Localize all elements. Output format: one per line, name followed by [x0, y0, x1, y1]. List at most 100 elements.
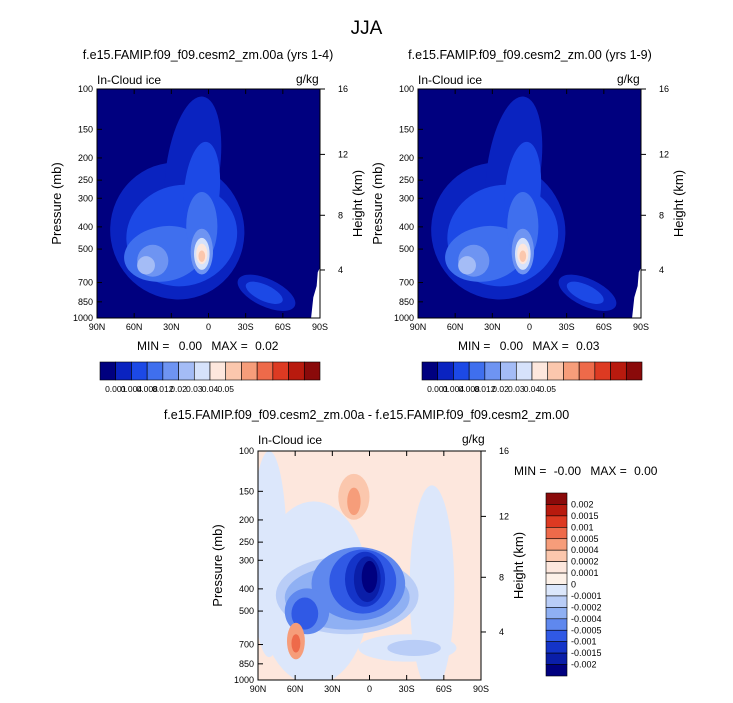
panel3-left-string: In-Cloud ice: [258, 433, 323, 447]
panel2-colorbar-box: [547, 361, 564, 381]
panel2-colorbar-box: [437, 361, 454, 381]
panel3-colorbar-label: -0.0002: [571, 602, 602, 612]
panel3-colorbar-box: [545, 607, 568, 620]
panel1-colorbar-box: [115, 361, 132, 381]
panel1-xtick-label: 60N: [126, 322, 143, 332]
panel1-colorbar-box: [162, 361, 179, 381]
panel3-contour-fill-13: [387, 639, 441, 656]
panel3-colorbar-box: [545, 584, 568, 597]
panel1-ytick-label: 100: [78, 84, 93, 94]
panel2-y2tick-label: 8: [659, 210, 664, 220]
panel1-minmax: MIN = 0.00 MAX = 0.02: [137, 339, 278, 353]
panel3-colorbar-label: -0.0004: [571, 614, 602, 624]
panel3-contour-fill-8: [291, 597, 319, 630]
panel2-colorbar-label: 0.004: [443, 384, 465, 394]
panel2-colorbar-box: [563, 361, 580, 381]
panel3-max-value: 0.00: [634, 464, 658, 478]
panel1-ytick-label: 300: [78, 193, 93, 203]
panel3-contour-fill-15: [347, 487, 361, 516]
panel3-colorbar-label: 0: [571, 580, 576, 590]
panel3-y2tick-label: 8: [499, 572, 504, 582]
panel1-colorbar-label: 0.03: [186, 384, 203, 394]
panel2-contour-fill-8: [458, 256, 476, 275]
panel3-colorbar-label: 0.0005: [571, 534, 599, 544]
panel3-units: g/kg: [462, 432, 485, 446]
panel1-ytick-label: 250: [78, 175, 93, 185]
panel2-xtick-label: 30S: [559, 322, 575, 332]
panel1-ytick-label: 850: [78, 297, 93, 307]
panel1-colorbar-label: 0.004: [121, 384, 143, 394]
panel3-xtick-label: 60N: [287, 684, 304, 694]
panel1-ytick-label: 700: [78, 278, 93, 288]
panel2-ylabel: Pressure (mb): [370, 162, 385, 244]
panel3-ytick-label: 150: [239, 486, 254, 496]
panel1-plot: 90N 60N 30N 0 30S 60S 90S 100 150 200 250 300 400 500…: [49, 84, 365, 332]
panel3-colorbar-label: 0.0002: [571, 557, 599, 567]
panel3-contour-fill-11: [361, 560, 378, 593]
panel2-ytick-label: 250: [399, 175, 414, 185]
page-title: JJA: [350, 18, 383, 39]
panel3-contour-fill-2: [258, 451, 287, 658]
panel3-y2label: Height (km): [511, 532, 526, 599]
panel2-minmax: MIN = 0.00 MAX = 0.03: [458, 339, 599, 353]
panel1-ylabel: Pressure (mb): [49, 162, 64, 244]
panel3-colorbar-label: -0.001: [571, 637, 597, 647]
panel3-xtick-label: 30N: [324, 684, 341, 694]
panel1-contour-fill-13: [245, 281, 283, 304]
panel3-colorbar-box: [545, 561, 568, 574]
panel3-minmax: MIN = -0.00 MAX = 0.00: [514, 464, 657, 478]
panel3-colorbar-box: [545, 492, 568, 505]
panel2-colorbar-box: [625, 361, 643, 381]
panel1-colorbar-box: [146, 361, 164, 381]
panel2-colorbar-label: 0.02: [492, 384, 509, 394]
panel3-colorbar-box: [545, 538, 568, 551]
panel2-y2tick-label: 12: [659, 149, 669, 159]
panel1-colorbar-box: [193, 361, 211, 381]
panel1-colorbar-label: 0.008: [137, 384, 159, 394]
panel3-xtick-label: 30S: [399, 684, 415, 694]
panel2-ytick-label: 700: [399, 278, 414, 288]
panel3-ytick-label: 200: [239, 515, 254, 525]
panel2-left-string: In-Cloud ice: [418, 73, 483, 87]
panel3-ytick-label: 100: [239, 446, 254, 456]
panel1-max-value: 0.02: [255, 339, 279, 353]
panel3-colorbar-box: [545, 652, 568, 665]
panel3-colorbar-label: -0.0001: [571, 591, 602, 601]
panel3-colorbar-box: [545, 595, 568, 608]
panel3-ytick-label: 400: [239, 584, 254, 594]
panel2-colorbar-label: 0.008: [459, 384, 481, 394]
panel2-ytick-label: 300: [399, 193, 414, 203]
panel3-colorbar-label: 0.0001: [571, 568, 599, 578]
panel2-colorbar-label: 0.012: [474, 384, 496, 394]
panel2-colorbar-box: [578, 361, 596, 381]
panel2-ytick-label: 500: [399, 244, 414, 254]
panel2-contour-fill-13: [566, 281, 604, 304]
panel2-ytick-label: 150: [399, 124, 414, 134]
panel3-colorbar-label: 0.001: [571, 522, 594, 532]
panel2-xtick-label: 90S: [633, 322, 649, 332]
panel3-colorbar-label: 0.0015: [571, 511, 599, 521]
panel3-title: f.e15.FAMIP.f09_f09.cesm2_zm.00a - f.e15…: [163, 408, 570, 422]
panel1-contour-fill-8: [137, 256, 155, 275]
panel3-colorbar-box: [545, 572, 568, 585]
panel1-min-value: 0.00: [178, 339, 203, 353]
panel3-colorbar-box: [545, 549, 568, 562]
panel2-colorbar-box: [610, 361, 627, 381]
panel3-min-value: -0.00: [553, 464, 582, 478]
panel2-colorbar-box: [484, 361, 501, 381]
panel3-colorbar-box: [545, 629, 568, 642]
panel3-colorbar-label: -0.002: [571, 660, 597, 670]
panel1-xtick-label: 90N: [89, 322, 106, 332]
panel1-ytick-label: 400: [78, 222, 93, 232]
panel2-colorbar-label: 0.001: [427, 384, 449, 394]
panel1-contour-fill-11: [198, 250, 206, 262]
panel1-left-string: In-Cloud ice: [97, 73, 162, 87]
panel3-contour-fill-1: [409, 485, 455, 680]
panel1-colorbar-box: [225, 361, 242, 381]
panel1-colorbar-label: 0.001: [105, 384, 127, 394]
panel2-xtick-label: 90N: [410, 322, 427, 332]
